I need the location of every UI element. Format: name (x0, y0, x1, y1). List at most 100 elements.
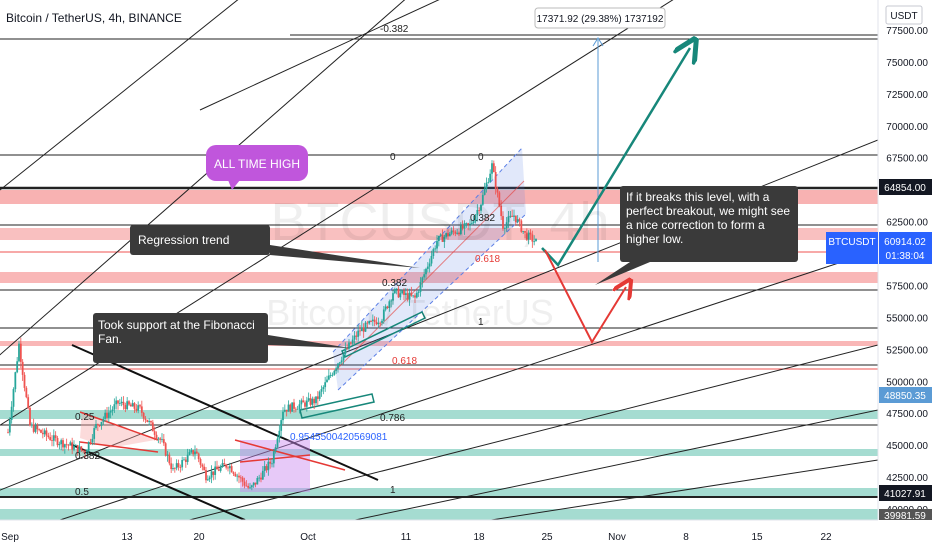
candle-body (524, 231, 526, 233)
candle-body (461, 225, 464, 229)
time-axis[interactable] (0, 520, 932, 550)
candle-body (164, 443, 167, 456)
candle-body (271, 463, 273, 465)
badge-39981-text: 39981.59 (884, 511, 926, 522)
fib-label-one-bottom: 1 (390, 485, 396, 496)
candle-body (8, 419, 11, 433)
candle-body (29, 408, 31, 426)
candle-body (166, 454, 169, 456)
candle-body (535, 238, 537, 242)
candle-body (150, 421, 152, 423)
candle-body (71, 442, 74, 450)
currency-box[interactable] (885, 5, 923, 25)
candle-body (368, 321, 371, 324)
candle-body (214, 466, 217, 475)
price-tick-label: 45000.00 (886, 441, 928, 452)
candle-body (74, 445, 77, 446)
candle-body (436, 241, 438, 249)
candle-body (87, 441, 90, 451)
wedge-lines (79, 411, 346, 471)
candle-body (337, 363, 339, 369)
candle-body (395, 288, 398, 290)
candle-body (111, 409, 114, 412)
candle-body (514, 215, 517, 223)
candle-body (144, 418, 147, 420)
candle-body (392, 293, 394, 301)
price-tick-label: 57500.00 (886, 281, 928, 292)
support-zone-low (0, 488, 878, 496)
candle-body (30, 424, 33, 426)
candle-body (139, 405, 141, 407)
candle-body (344, 348, 347, 355)
candle-body (23, 374, 26, 388)
candle-body (516, 219, 519, 223)
candle-body (238, 475, 240, 478)
support-zone-upper (0, 410, 878, 419)
candle-body (278, 430, 281, 439)
candle-body (469, 223, 471, 225)
candle-body (439, 234, 442, 236)
candle-body (470, 222, 473, 224)
fib-label-zero-a: 0 (390, 152, 396, 163)
candle-body (478, 209, 481, 211)
candle-body (126, 401, 129, 410)
candle-body (408, 292, 411, 300)
symbol-title[interactable]: Bitcoin / TetherUS, 4h, BINANCE (6, 11, 182, 25)
candle-body (507, 216, 510, 223)
time-tick-label: 13 (121, 532, 133, 543)
candle-body (513, 215, 515, 217)
candle-body (503, 228, 506, 229)
candle-body (403, 290, 405, 295)
fib-label-0786: 0.786 (380, 413, 405, 424)
candle-body (263, 466, 266, 471)
candle-body (327, 375, 330, 380)
candle-body (386, 306, 389, 308)
candle-body (148, 421, 151, 422)
candle-body (14, 372, 17, 390)
price-tick-label: 77500.00 (886, 26, 928, 37)
candle-body (272, 451, 275, 464)
price-tick-label: 75000.00 (886, 58, 928, 69)
candle-body (318, 391, 321, 399)
candle-body (454, 231, 457, 234)
candle-body (120, 401, 123, 404)
candle-body (502, 216, 504, 229)
candle-body (364, 322, 367, 332)
candle-body (404, 293, 407, 295)
candle-body (289, 404, 292, 412)
badge-countdown: 01:38:04 (886, 251, 925, 262)
candle-body (414, 295, 416, 298)
price-tick-label: 50000.00 (886, 377, 928, 388)
fib-label-0382-mid: 0.382 (382, 278, 407, 289)
candle-body (205, 470, 207, 481)
candle-body (155, 434, 158, 439)
candle-body (58, 444, 61, 446)
candle-body (373, 319, 376, 322)
candle-body (349, 342, 352, 344)
fan-support-label: Took support at the Fibonacci Fan. (98, 318, 255, 346)
candle-body (217, 469, 220, 471)
candle-body (324, 382, 327, 388)
candle-body (316, 396, 319, 399)
badge-64854-text: 64854.00 (884, 183, 926, 194)
breakout-label: If it breaks this level, with a perfect … (626, 190, 791, 246)
candle-body (261, 470, 264, 480)
candle-body (188, 452, 191, 455)
time-tick-label: 8 (683, 532, 689, 543)
candle-body (351, 339, 354, 344)
candle-body (500, 205, 503, 217)
candle-body (190, 450, 193, 453)
candle-body (181, 459, 184, 468)
price-axis[interactable] (878, 0, 932, 550)
candle-body (305, 400, 308, 407)
candle-body (239, 477, 242, 479)
candle-body (62, 440, 64, 448)
candle-body (221, 463, 224, 467)
candle-body (371, 319, 374, 322)
candle-body (472, 221, 475, 223)
candle-body (51, 440, 53, 441)
candle-body (159, 438, 162, 440)
price-tick-label: 72500.00 (886, 90, 928, 101)
candle-body (43, 430, 46, 435)
